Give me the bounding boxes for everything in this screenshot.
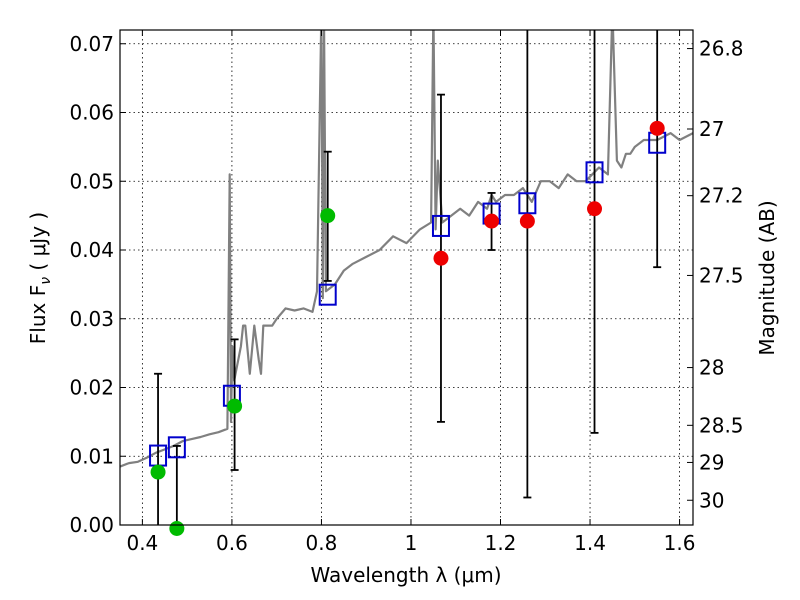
green-data-point — [320, 208, 336, 224]
x-tick-label: 1.4 — [574, 531, 606, 555]
y2-axis-label: Magnitude (AB) — [755, 200, 779, 355]
y-tick-label: 0.04 — [69, 238, 114, 262]
model-photometry-square — [431, 214, 450, 237]
red-data-point — [519, 213, 535, 229]
model-photometry-square — [318, 283, 337, 306]
red-data-point — [433, 250, 449, 266]
mag-tick-label: 27.5 — [699, 263, 744, 287]
y-tick-label: 0.05 — [69, 169, 114, 193]
y-tick-label: 0.06 — [69, 101, 114, 125]
y-axis-label-main: Flux F — [26, 285, 50, 344]
x-tick-label: 0.8 — [306, 531, 338, 555]
red-data-point — [484, 213, 500, 229]
mag-tick-label: 28 — [699, 356, 724, 380]
mag-tick-label: 29 — [699, 450, 724, 474]
x-tick-label: 1.6 — [664, 531, 696, 555]
mag-tick-label: 30 — [699, 488, 724, 512]
y-tick-label: 0.07 — [69, 32, 114, 56]
green-data-point — [150, 464, 166, 480]
x-tick-label: 0.6 — [216, 531, 248, 555]
model-photometry-square — [585, 161, 604, 184]
mag-tick-label: 26.8 — [699, 37, 744, 61]
x-tick-label: 1.2 — [485, 531, 517, 555]
plot-frame — [119, 29, 694, 526]
y-tick-label: 0.02 — [69, 376, 114, 400]
x-tick-label: 0.4 — [126, 531, 158, 555]
red-data-point — [587, 201, 603, 217]
x-axis-label: Wavelength λ (μm) — [310, 563, 501, 587]
x-tick-label: 1 — [405, 531, 418, 555]
y-axis-label-subscript: ν — [38, 277, 54, 285]
y-tick-label: 0.01 — [69, 444, 114, 468]
model-photometry-square — [518, 192, 537, 215]
mag-tick-label: 28.5 — [699, 413, 744, 437]
green-data-point — [227, 398, 243, 414]
mag-tick-label: 27.2 — [699, 184, 744, 208]
y-axis-label: Flux Fν ( μJy ) — [26, 212, 54, 344]
axis-ticks — [120, 30, 693, 526]
y-axis-label-unit: ( μJy ) — [26, 212, 50, 277]
model-spectrum-line — [120, 30, 693, 468]
y-tick-label: 0.03 — [69, 307, 114, 331]
green-data-point — [169, 520, 185, 536]
y-tick-label: 0.00 — [69, 513, 114, 537]
red-data-point — [649, 120, 665, 136]
model-photometry-square — [167, 436, 186, 459]
mag-tick-label: 27 — [699, 117, 724, 141]
